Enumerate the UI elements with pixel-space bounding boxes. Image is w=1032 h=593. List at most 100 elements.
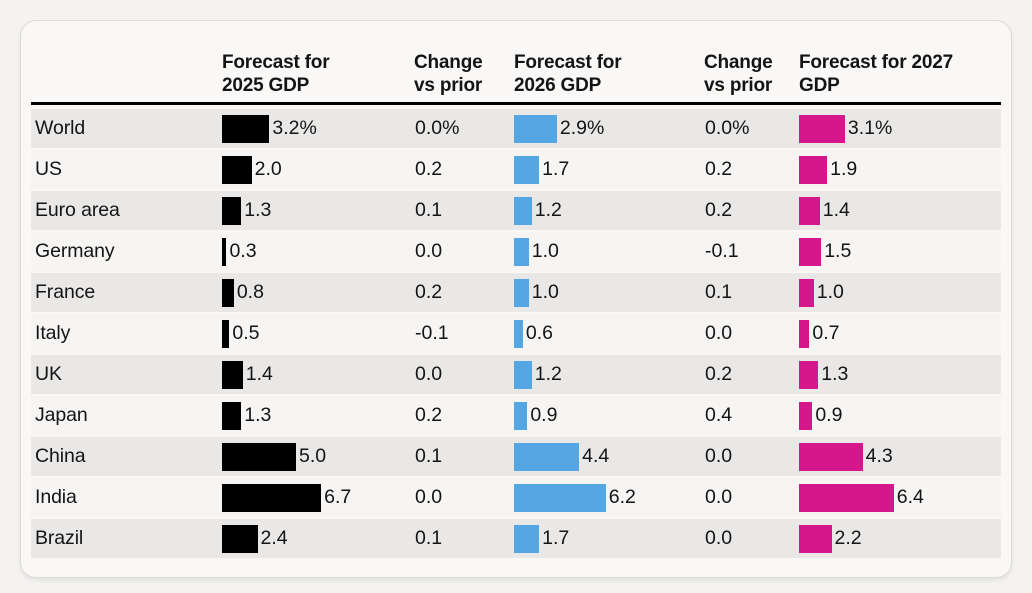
country-label: World — [35, 117, 86, 139]
gdp-2027-bar — [799, 483, 894, 512]
gdp-2027-cell: 6.4 — [796, 478, 1001, 517]
change-2025-value: 0.0 — [415, 486, 443, 508]
gdp-2027-bar — [799, 360, 819, 389]
country-label: India — [35, 486, 77, 508]
header-change-2025: Change vs prior — [411, 35, 511, 97]
gdp-2025-value: 0.5 — [232, 322, 260, 344]
change-2026-cell: 0.2 — [701, 191, 796, 230]
header-forecast-2025-line1: Forecast for — [222, 51, 330, 73]
gdp-2025-bar — [222, 237, 227, 266]
gdp-2027-value: 6.4 — [896, 486, 924, 508]
country-label: Brazil — [35, 527, 84, 549]
gdp-2025-cell: 6.7 — [219, 478, 411, 517]
change-2025-cell: 0.0 — [411, 355, 511, 394]
table-row: China 5.0 0.1 4.4 0.0 4.3 — [31, 437, 1001, 476]
country-cell: China — [31, 437, 219, 476]
table-header-row: Forecast for 2025 GDP Change vs prior Fo… — [31, 35, 1001, 105]
gdp-2025-value: 3.2% — [272, 117, 317, 139]
change-2025-cell: 0.2 — [411, 396, 511, 435]
change-2025-cell: 0.0 — [411, 478, 511, 517]
change-2025-value: 0.0 — [415, 363, 443, 385]
change-2026-cell: 0.4 — [701, 396, 796, 435]
change-2025-cell: 0.1 — [411, 191, 511, 230]
gdp-2025-value: 6.7 — [324, 486, 352, 508]
table-body: World 3.2% 0.0% 2.9% 0.0% 3.1% US 2.0 — [31, 109, 1001, 558]
gdp-2027-value: 4.3 — [865, 445, 893, 467]
gdp-2025-cell: 1.3 — [219, 191, 411, 230]
gdp-2027-cell: 2.2 — [796, 519, 1001, 558]
change-2026-value: 0.0 — [705, 445, 733, 467]
table-row: India 6.7 0.0 6.2 0.0 6.4 — [31, 478, 1001, 517]
gdp-2025-bar — [222, 360, 243, 389]
gdp-2027-bar — [799, 114, 845, 143]
country-label: US — [35, 158, 62, 180]
country-label: Germany — [35, 240, 115, 262]
gdp-2026-value: 4.4 — [582, 445, 610, 467]
change-2026-value: 0.4 — [705, 404, 733, 426]
gdp-2027-bar — [799, 524, 832, 553]
gdp-2025-cell: 2.4 — [219, 519, 411, 558]
change-2025-value: 0.0 — [415, 240, 443, 262]
gdp-2027-cell: 1.9 — [796, 150, 1001, 189]
gdp-2026-cell: 1.7 — [511, 519, 701, 558]
table-row: Brazil 2.4 0.1 1.7 0.0 2.2 — [31, 519, 1001, 558]
gdp-2026-value: 1.2 — [534, 199, 562, 221]
change-2026-cell: 0.0 — [701, 478, 796, 517]
gdp-2026-bar — [514, 319, 523, 348]
table-row: France 0.8 0.2 1.0 0.1 1.0 — [31, 273, 1001, 312]
change-2026-value: 0.0 — [705, 486, 733, 508]
gdp-2026-value: 0.6 — [525, 322, 553, 344]
change-2025-value: -0.1 — [415, 322, 449, 344]
gdp-2026-cell: 1.0 — [511, 232, 701, 271]
table-row: Italy 0.5 -0.1 0.6 0.0 0.7 — [31, 314, 1001, 353]
change-2025-value: 0.2 — [415, 281, 443, 303]
change-2025-cell: 0.2 — [411, 273, 511, 312]
change-2025-cell: 0.1 — [411, 519, 511, 558]
table-row: World 3.2% 0.0% 2.9% 0.0% 3.1% — [31, 109, 1001, 148]
change-2026-value: 0.1 — [705, 281, 733, 303]
forecast-table-card: Forecast for 2025 GDP Change vs prior Fo… — [20, 20, 1012, 578]
gdp-2027-cell: 0.9 — [796, 396, 1001, 435]
country-cell: Japan — [31, 396, 219, 435]
gdp-2025-bar — [222, 114, 270, 143]
table-row: Euro area 1.3 0.1 1.2 0.2 1.4 — [31, 191, 1001, 230]
gdp-2026-value: 1.2 — [534, 363, 562, 385]
gdp-2026-cell: 2.9% — [511, 109, 701, 148]
gdp-2026-bar — [514, 442, 580, 471]
change-2025-cell: 0.2 — [411, 150, 511, 189]
gdp-2026-value: 1.7 — [542, 527, 570, 549]
change-2026-value: 0.0 — [705, 527, 733, 549]
gdp-2027-value: 0.7 — [812, 322, 840, 344]
country-label: China — [35, 445, 86, 467]
change-2025-cell: -0.1 — [411, 314, 511, 353]
gdp-2026-cell: 1.7 — [511, 150, 701, 189]
gdp-2025-value: 1.3 — [244, 199, 272, 221]
gdp-2026-bar — [514, 155, 540, 184]
country-cell: Italy — [31, 314, 219, 353]
gdp-2027-value: 1.9 — [830, 158, 858, 180]
header-forecast-2026: Forecast for 2026 GDP — [511, 35, 701, 97]
header-change-2026-line1: Change — [704, 51, 773, 73]
table-row: US 2.0 0.2 1.7 0.2 1.9 — [31, 150, 1001, 189]
change-2025-cell: 0.0% — [411, 109, 511, 148]
change-2026-value: 0.2 — [705, 363, 733, 385]
gdp-2026-cell: 6.2 — [511, 478, 701, 517]
gdp-2027-bar — [799, 155, 828, 184]
header-change-2025-line1: Change — [414, 51, 483, 73]
change-2026-cell: 0.2 — [701, 150, 796, 189]
gdp-2027-bar — [799, 442, 863, 471]
header-forecast-2026-line1: Forecast for — [514, 51, 622, 73]
gdp-2027-value: 0.9 — [815, 404, 843, 426]
gdp-2027-value: 1.0 — [816, 281, 844, 303]
change-2025-cell: 0.0 — [411, 232, 511, 271]
gdp-2026-cell: 0.6 — [511, 314, 701, 353]
gdp-2025-value: 0.8 — [236, 281, 264, 303]
change-2026-value: 0.0 — [705, 322, 733, 344]
gdp-2027-value: 1.5 — [824, 240, 852, 262]
gdp-2026-bar — [514, 237, 529, 266]
gdp-2025-cell: 3.2% — [219, 109, 411, 148]
gdp-2027-bar — [799, 196, 820, 225]
change-2026-value: -0.1 — [705, 240, 739, 262]
gdp-2025-cell: 2.0 — [219, 150, 411, 189]
change-2026-value: 0.2 — [705, 158, 733, 180]
